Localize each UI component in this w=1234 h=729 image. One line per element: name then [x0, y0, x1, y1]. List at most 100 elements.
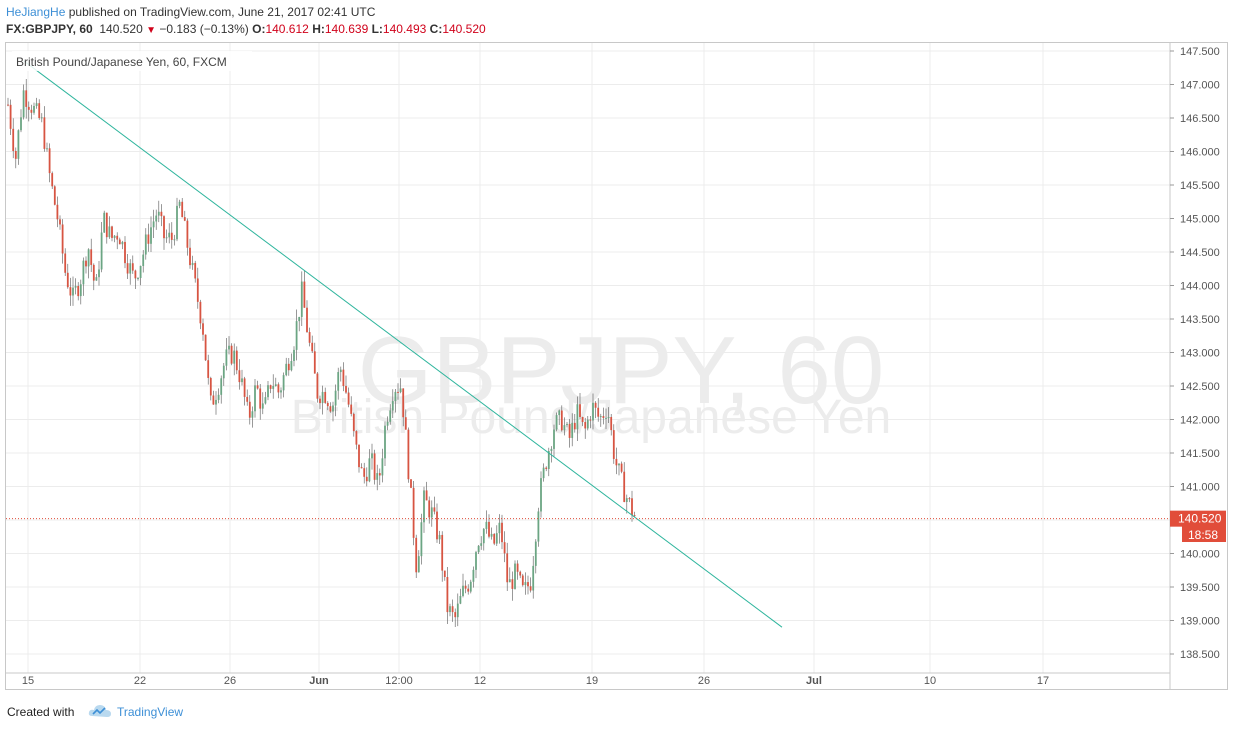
candle-body	[332, 405, 334, 412]
candle-body	[82, 260, 85, 285]
candle-body	[553, 429, 555, 449]
candle-body	[355, 431, 358, 445]
candle-body	[503, 542, 506, 554]
candle-body	[33, 106, 35, 113]
candle-body	[186, 220, 189, 248]
candle-body	[482, 528, 485, 544]
trendline[interactable]	[23, 60, 783, 628]
candle-body	[625, 498, 628, 502]
candle-body	[415, 537, 418, 573]
candle-body	[376, 473, 379, 480]
candle-body	[527, 582, 529, 587]
candle-body	[368, 458, 371, 482]
candle-body	[282, 375, 285, 391]
candle-body	[381, 458, 384, 476]
candle-body	[394, 391, 397, 402]
candle-body	[207, 360, 210, 378]
low-label: L:	[371, 22, 383, 36]
candle-body	[407, 429, 410, 480]
candle-body	[612, 430, 615, 459]
candle-body	[160, 211, 163, 217]
candle-body	[14, 150, 17, 159]
price-chart[interactable]: GBPJPY, 60 British Pound/Japanese Yen 14…	[6, 43, 1227, 689]
candle-body	[235, 350, 238, 371]
candle-body	[384, 425, 386, 459]
candle-body	[7, 104, 9, 106]
candle-body	[443, 570, 446, 578]
last-price-tag-text: 140.520	[1178, 512, 1222, 526]
candle-body	[176, 205, 178, 240]
candle-body	[30, 109, 33, 113]
candle-body	[134, 270, 137, 279]
candle-body	[319, 398, 321, 404]
candle-body	[423, 490, 425, 523]
candle-body	[485, 521, 488, 529]
candle-body	[300, 281, 303, 317]
candle-body	[404, 417, 407, 430]
candle-body	[220, 378, 223, 395]
candle-body	[436, 511, 438, 540]
candle-body	[98, 269, 100, 278]
candle-body	[243, 378, 246, 397]
candle-body	[607, 417, 610, 419]
candle-body	[475, 552, 477, 570]
tradingview-link[interactable]: TradingView	[117, 705, 184, 719]
candle-body	[441, 534, 444, 571]
candle-body	[272, 386, 275, 389]
candle-body	[165, 237, 168, 239]
candle-body	[311, 342, 314, 352]
author-link[interactable]: HeJiangHe	[6, 5, 66, 19]
tradingview-cloud-icon[interactable]	[88, 702, 112, 720]
candle-body	[196, 278, 199, 302]
candle-body	[571, 422, 574, 438]
time-tick-label: 17	[1037, 675, 1049, 687]
candle-body	[77, 285, 80, 297]
candle-body	[313, 351, 316, 374]
candle-body	[199, 301, 202, 324]
candle-body	[584, 422, 587, 429]
chart-frame[interactable]: GBPJPY, 60 British Pound/Japanese Yen 14…	[5, 42, 1228, 690]
candle-body	[64, 253, 67, 273]
candle-body	[456, 603, 459, 618]
candle-body	[373, 453, 376, 480]
candle-body	[389, 410, 392, 422]
candle-body	[573, 422, 576, 430]
candle-body	[90, 249, 93, 265]
candle-body	[61, 224, 64, 254]
candle-body	[347, 392, 350, 405]
candle-body	[126, 263, 129, 274]
price-tick-label: 139.000	[1180, 616, 1220, 628]
open-label: O:	[252, 22, 266, 36]
candle-body	[137, 278, 139, 280]
candle-body	[85, 260, 87, 267]
price-axis[interactable]: 147.500 147.000 146.500 146.000 145.500 145.0…	[1170, 46, 1220, 661]
candle-body	[103, 212, 106, 233]
candle-body	[477, 545, 480, 553]
price-tick-label: 146.000	[1180, 147, 1220, 159]
candle-body	[501, 522, 503, 543]
candle-body	[467, 588, 470, 592]
candle-body	[59, 219, 61, 225]
candle-body	[108, 226, 111, 238]
candle-body	[254, 385, 256, 412]
candle-body	[131, 263, 134, 271]
price-tick-label: 143.000	[1180, 348, 1220, 360]
candle-body	[230, 345, 233, 364]
candle-body	[579, 404, 581, 418]
candle-body	[337, 372, 340, 391]
candle-body	[462, 585, 464, 596]
candle-body	[274, 384, 277, 387]
candle-body	[35, 103, 38, 107]
candle-body	[633, 515, 636, 517]
candle-body	[100, 232, 103, 270]
price-tick-label: 142.000	[1180, 415, 1220, 427]
last-price-tag	[1170, 510, 1226, 527]
candle-body	[290, 360, 293, 371]
symbol-label: FX:GBPJPY, 60	[6, 22, 93, 36]
price-tick-label: 140.000	[1180, 549, 1220, 561]
price-tick-label: 147.500	[1180, 46, 1220, 58]
time-axis[interactable]: 15 22 26 Jun 12:00 12 19 26 Jul 10 17	[22, 675, 1049, 687]
candle-body	[425, 490, 428, 501]
time-tick-label: Jul	[806, 675, 822, 687]
publish-header: HeJiangHe published on TradingView.com, …	[0, 0, 1234, 42]
